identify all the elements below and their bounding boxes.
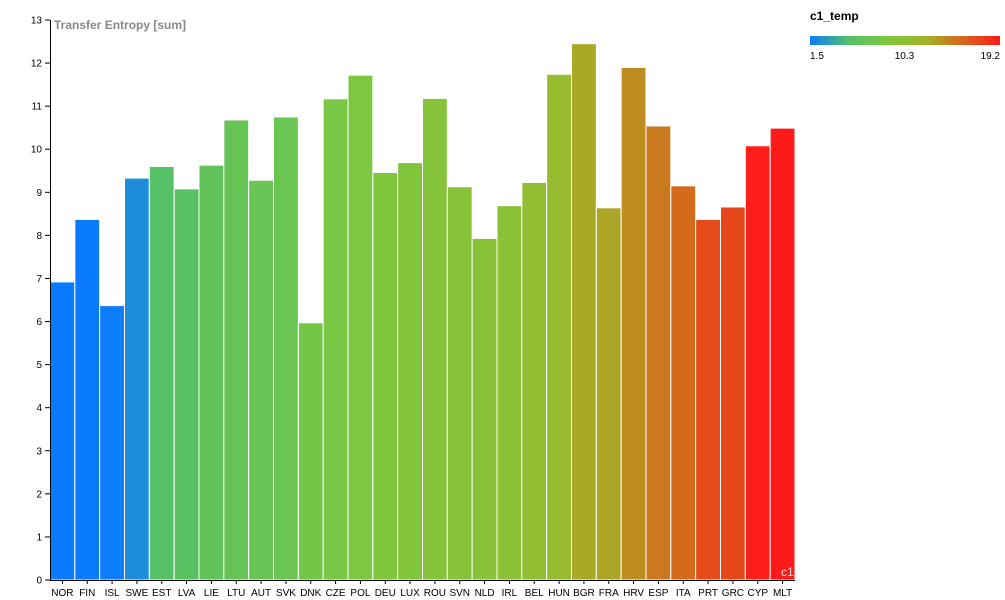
color-legend: c1_temp 1.5 10.3 19.2 [810, 9, 1000, 62]
bar-cze[interactable] [322, 98, 349, 581]
legend-max-label: 19.2 [981, 51, 1001, 62]
bar-swe[interactable] [124, 177, 150, 581]
x-tick-label-deu: DEU [375, 588, 396, 599]
bar-ltu[interactable] [223, 119, 250, 581]
x-tick-label-cze: CZE [326, 588, 346, 599]
x-tick-label-svk: SVK [276, 588, 296, 599]
x-tick-label-swe: SWE [126, 588, 149, 599]
y-tick-label: 6 [36, 317, 42, 328]
y-tick-label: 13 [31, 16, 43, 27]
y-tick-label: 12 [31, 59, 43, 70]
y-tick-label: 10 [31, 145, 43, 156]
bar-aut[interactable] [248, 179, 275, 581]
chart-title: Transfer Entropy [sum] [54, 18, 186, 32]
x-tick-label-lva: LVA [178, 588, 196, 599]
x-tick-label-hun: HUN [548, 588, 570, 599]
x-tick-label-nld: NLD [475, 588, 495, 599]
bar-hun[interactable] [546, 73, 573, 581]
x-tick-label-dnk: DNK [300, 588, 321, 599]
legend-title: c1_temp [810, 9, 859, 23]
bar-bgr[interactable] [571, 43, 597, 581]
x-tick-label-mlt: MLT [773, 588, 792, 599]
x-tick-label-rou: ROU [424, 588, 446, 599]
y-tick-label: 7 [36, 274, 42, 285]
bar-grc[interactable] [720, 206, 746, 581]
x-tick-label-irl: IRL [502, 588, 518, 599]
y-tick-label: 8 [36, 231, 42, 242]
bar-hrv[interactable] [620, 66, 647, 581]
bar-deu[interactable] [372, 171, 399, 581]
y-tick-label: 5 [36, 360, 42, 371]
bar-irl[interactable] [496, 205, 523, 581]
x-tick-label-pol: POL [350, 588, 370, 599]
x-tick-label-nor: NOR [51, 588, 73, 599]
x-tick-label-lux: LUX [400, 588, 420, 599]
x-tick-label-cyp: CYP [747, 588, 768, 599]
x-tick-label-fra: FRA [599, 588, 619, 599]
y-tick-label: 9 [36, 188, 42, 199]
y-tick-label: 0 [36, 576, 42, 587]
bar-mlt[interactable] [769, 127, 796, 581]
bar-est[interactable] [148, 165, 175, 581]
x-tick-label-bgr: BGR [573, 588, 595, 599]
bar-bel[interactable] [521, 181, 548, 581]
x-tick-label-isl: ISL [105, 588, 120, 599]
bar-fra[interactable] [595, 207, 622, 581]
y-tick-label: 1 [36, 532, 42, 543]
watermark-text: c1 [781, 565, 794, 579]
bar-svn[interactable] [446, 186, 473, 581]
x-tick-label-prt: PRT [698, 588, 718, 599]
bar-esp[interactable] [645, 125, 672, 581]
bar-svk[interactable] [273, 116, 299, 581]
bar-dnk[interactable] [297, 322, 324, 581]
x-axis: NOR FIN ISL SWE EST LVA LIE LTU AUT SVK DNK CZE POL D… [50, 580, 795, 599]
y-tick-label: 2 [36, 489, 42, 500]
x-tick-label-hrv: HRV [623, 588, 644, 599]
legend-mid-label: 10.3 [895, 51, 915, 62]
bar-fin[interactable] [74, 218, 101, 581]
bar-rou[interactable] [422, 97, 448, 581]
bar-pol[interactable] [347, 74, 374, 581]
bar-lux[interactable] [397, 162, 423, 581]
x-tick-label-lie: LIE [204, 588, 219, 599]
bar-lie[interactable] [198, 164, 225, 581]
bar-nor[interactable] [49, 281, 76, 581]
bar-ita[interactable] [670, 185, 697, 581]
legend-min-label: 1.5 [810, 51, 824, 62]
bar-prt[interactable] [695, 218, 722, 581]
x-tick-label-ltu: LTU [227, 588, 245, 599]
bar-lva[interactable] [173, 188, 200, 581]
x-tick-label-aut: AUT [251, 588, 271, 599]
y-tick-label: 3 [36, 446, 42, 457]
bar-cyp[interactable] [744, 145, 771, 581]
x-tick-label-svn: SVN [449, 588, 470, 599]
x-tick-label-ita: ITA [676, 588, 691, 599]
x-tick-label-est: EST [152, 588, 171, 599]
x-tick-label-fin: FIN [79, 588, 95, 599]
bar-nld[interactable] [471, 237, 498, 581]
legend-gradient-bar [810, 36, 1000, 45]
y-tick-label: 11 [32, 102, 43, 113]
x-tick-label-grc: GRC [722, 588, 744, 599]
x-tick-label-esp: ESP [648, 588, 668, 599]
bars [49, 43, 796, 581]
y-tick-label: 4 [36, 403, 42, 414]
x-tick-label-bel: BEL [525, 588, 544, 599]
bar-isl[interactable] [99, 305, 125, 581]
